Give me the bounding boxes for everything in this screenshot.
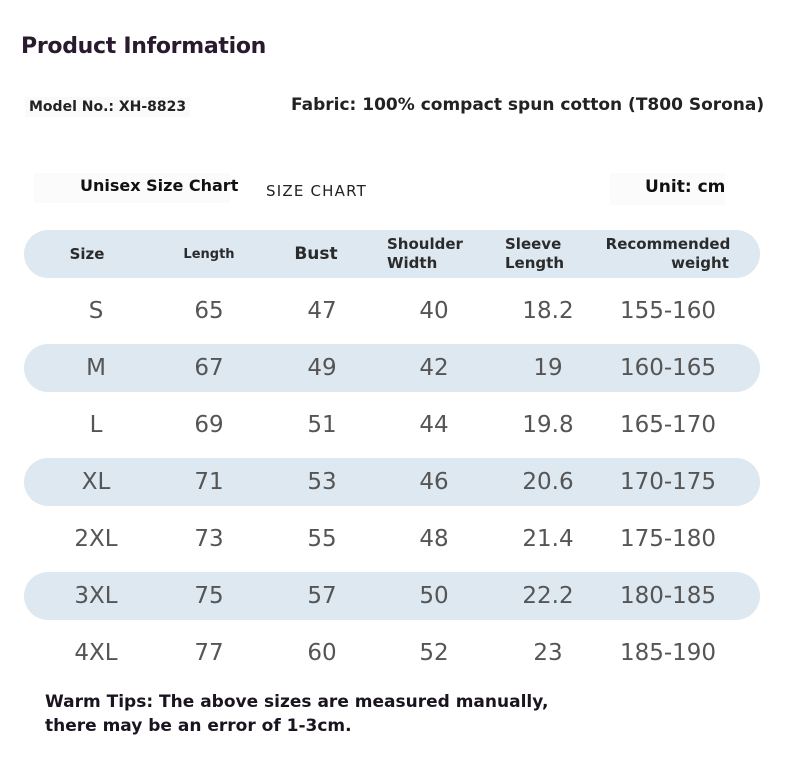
cell-bust: 51 xyxy=(307,412,337,438)
cell-length: 65 xyxy=(194,298,224,324)
cell-size: 3XL xyxy=(74,583,118,609)
header-size: Size xyxy=(69,244,105,263)
cell-shoulder: 46 xyxy=(419,469,449,495)
cell-shoulder: 40 xyxy=(419,298,449,324)
cell-weight: 185-190 xyxy=(619,640,717,666)
unit-label: Unit: cm xyxy=(645,177,726,197)
chart-title: Unisex Size Chart xyxy=(80,176,239,195)
cell-weight: 180-185 xyxy=(619,583,717,609)
cell-shoulder: 52 xyxy=(419,640,449,666)
warm-tips: Warm Tips: The above sizes are measured … xyxy=(45,690,548,738)
cell-bust: 53 xyxy=(307,469,337,495)
cell-bust: 55 xyxy=(307,526,337,552)
cell-shoulder: 42 xyxy=(419,355,449,381)
warm-tips-line2: there may be an error of 1-3cm. xyxy=(45,716,352,736)
cell-sleeve: 19 xyxy=(533,355,563,381)
table-row: 2XL 73 55 48 21.4 175-180 xyxy=(24,515,760,563)
cell-length: 69 xyxy=(194,412,224,438)
cell-size: S xyxy=(88,298,104,324)
header-recommended-line2: weight xyxy=(671,254,729,272)
cell-sleeve: 19.8 xyxy=(522,412,574,438)
cell-bust: 57 xyxy=(307,583,337,609)
cell-length: 73 xyxy=(194,526,224,552)
cell-shoulder: 48 xyxy=(419,526,449,552)
cell-size: XL xyxy=(81,469,111,495)
cell-size: M xyxy=(86,355,106,381)
table-row: XL 71 53 46 20.6 170-175 xyxy=(24,458,760,506)
table-row: L 69 51 44 19.8 165-170 xyxy=(24,401,760,449)
cell-weight: 165-170 xyxy=(619,412,717,438)
cell-shoulder: 50 xyxy=(419,583,449,609)
header-recommended-line1: Recommended xyxy=(605,235,731,253)
cell-sleeve: 20.6 xyxy=(522,469,574,495)
table-row: S 65 47 40 18.2 155-160 xyxy=(24,287,760,335)
cell-weight: 155-160 xyxy=(619,298,717,324)
table-row: 3XL 75 57 50 22.2 180-185 xyxy=(24,572,760,620)
cell-size: L xyxy=(89,412,103,438)
cell-bust: 60 xyxy=(307,640,337,666)
header-bust: Bust xyxy=(294,243,338,264)
unit-box: Unit: cm xyxy=(610,173,725,205)
header-recommended-weight: Recommended weight xyxy=(598,230,738,278)
table-row: 4XL 77 60 52 23 185-190 xyxy=(24,629,760,677)
header-sleeve-length: Sleeve Length xyxy=(505,235,564,272)
cell-sleeve: 18.2 xyxy=(522,298,574,324)
cell-bust: 49 xyxy=(307,355,337,381)
model-number: Model No.: XH-8823 xyxy=(25,97,191,117)
cell-bust: 47 xyxy=(307,298,337,324)
warm-tips-line1: Warm Tips: The above sizes are measured … xyxy=(45,692,549,712)
cell-length: 67 xyxy=(194,355,224,381)
header-shoulder-width: Shoulder Width xyxy=(387,235,463,272)
table-row: M 67 49 42 19 160-165 xyxy=(24,344,760,392)
chart-title-box: Unisex Size Chart xyxy=(34,173,238,203)
cell-weight: 170-175 xyxy=(619,469,717,495)
cell-length: 75 xyxy=(194,583,224,609)
size-chart-caption: SIZE CHART xyxy=(266,182,367,200)
page-title: Product Information xyxy=(21,34,267,59)
cell-sleeve: 22.2 xyxy=(522,583,574,609)
fabric-info: Fabric: 100% compact spun cotton (T800 S… xyxy=(291,95,765,115)
header-length: Length xyxy=(183,246,235,262)
cell-length: 77 xyxy=(194,640,224,666)
table-header: Size Length Bust Shoulder Width Sleeve L… xyxy=(24,230,760,278)
cell-sleeve: 23 xyxy=(533,640,563,666)
cell-size: 2XL xyxy=(74,526,118,552)
cell-length: 71 xyxy=(194,469,224,495)
cell-sleeve: 21.4 xyxy=(522,526,574,552)
cell-weight: 160-165 xyxy=(619,355,717,381)
cell-size: 4XL xyxy=(74,640,118,666)
cell-shoulder: 44 xyxy=(419,412,449,438)
cell-weight: 175-180 xyxy=(619,526,717,552)
